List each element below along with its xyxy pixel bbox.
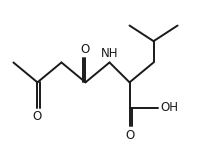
Text: NH: NH <box>100 47 118 60</box>
Text: O: O <box>124 128 134 141</box>
Text: O: O <box>80 43 90 56</box>
Text: O: O <box>33 110 42 123</box>
Text: OH: OH <box>160 101 178 114</box>
